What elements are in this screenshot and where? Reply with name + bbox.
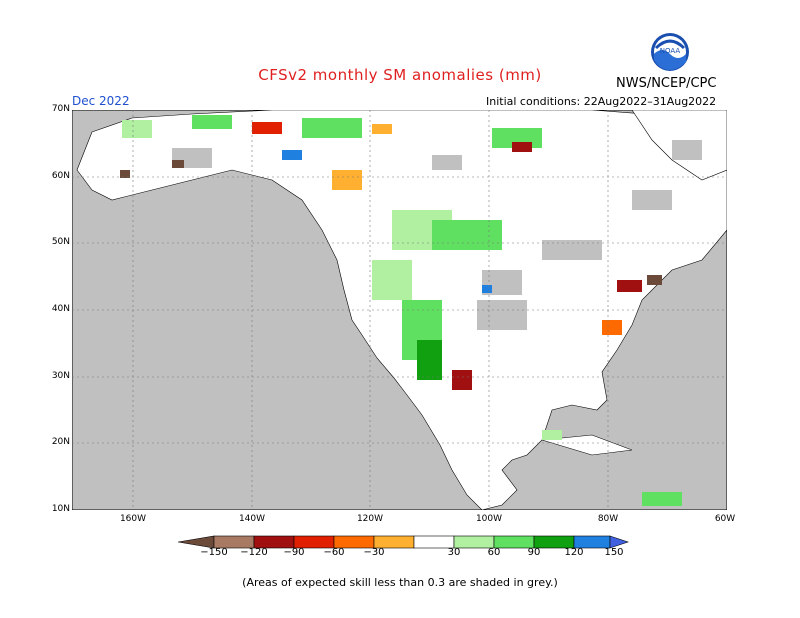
lat-label: 20N: [51, 437, 70, 447]
anomaly-cells: [120, 115, 682, 506]
lon-label: 100W: [475, 514, 503, 524]
legend-label: −60: [323, 547, 345, 558]
forecast-month: Dec 2022: [72, 94, 130, 108]
color-legend: [177, 535, 629, 549]
legend-arrow-right: [609, 535, 629, 549]
graticule: [72, 110, 727, 510]
noaa-logo-text: NOAA: [660, 47, 681, 55]
lon-label: 160W: [119, 514, 147, 524]
legend-label: −120: [240, 547, 268, 558]
lon-label: 60W: [714, 514, 736, 524]
lon-label: 140W: [238, 514, 266, 524]
lon-label: 120W: [356, 514, 384, 524]
legend-label: 60: [487, 547, 501, 558]
initial-conditions: Initial conditions: 22Aug2022–31Aug2022: [486, 95, 717, 108]
lat-label: 60N: [51, 171, 70, 181]
lat-label: 70N: [51, 104, 70, 114]
map-title: CFSv2 monthly SM anomalies (mm): [258, 66, 542, 84]
legend-label: 30: [447, 547, 461, 558]
agency-name: NWS/NCEP/CPC: [616, 76, 717, 91]
lat-label: 40N: [51, 304, 70, 314]
lat-label: 10N: [51, 504, 70, 514]
noaa-logo: NOAA: [651, 33, 689, 71]
legend-label: 90: [527, 547, 541, 558]
legend-label: 150: [604, 547, 624, 558]
anomaly-map: [72, 110, 727, 510]
legend-label: −30: [363, 547, 385, 558]
legend-label: −90: [283, 547, 305, 558]
legend-label: 120: [564, 547, 584, 558]
legend-label: −150: [200, 547, 228, 558]
low-skill-mask: [172, 140, 702, 330]
lat-label: 50N: [51, 237, 70, 247]
cuba-land: [541, 434, 633, 456]
footnote: (Areas of expected skill less than 0.3 a…: [242, 576, 558, 589]
lon-label: 80W: [597, 514, 619, 524]
lat-label: 30N: [51, 371, 70, 381]
